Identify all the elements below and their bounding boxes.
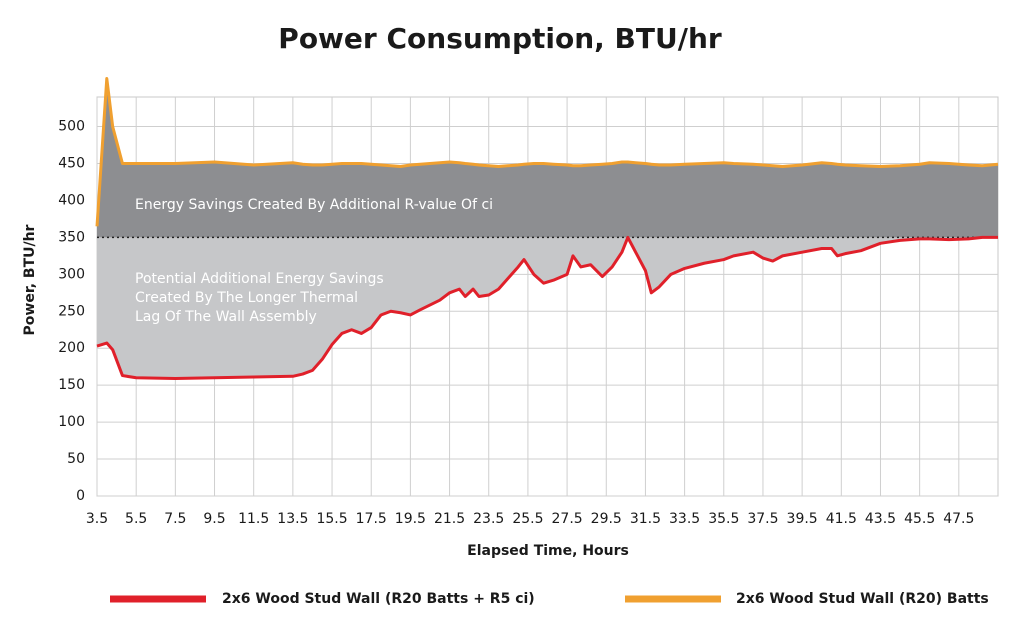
x-tick-label: 25.5 [512,511,543,527]
x-tick-label: 23.5 [473,511,504,527]
y-tick-label: 300 [58,266,85,282]
y-tick-label: 100 [58,414,85,430]
y-tick-label: 0 [76,488,85,504]
x-tick-label: 15.5 [316,511,347,527]
chart-title: Power Consumption, BTU/hr [278,22,722,55]
x-axis-label: Elapsed Time, Hours [467,543,629,559]
x-tick-label: 45.5 [904,511,935,527]
x-tick-label: 37.5 [747,511,778,527]
y-tick-label: 500 [58,119,85,135]
x-tick-label: 5.5 [125,511,147,527]
x-tick-label: 9.5 [203,511,225,527]
y-tick-label: 200 [58,340,85,356]
x-tick-label: 13.5 [277,511,308,527]
x-tick-label: 39.5 [787,511,818,527]
y-tick-label: 450 [58,156,85,172]
annotation: Lag Of The Wall Assembly [135,309,317,325]
y-axis-label: Power, BTU/hr [22,224,38,335]
x-tick-label: 31.5 [630,511,661,527]
x-tick-label: 29.5 [591,511,622,527]
legend-label: 2x6 Wood Stud Wall (R20) Batts [736,591,989,607]
x-tick-label: 43.5 [865,511,896,527]
x-tick-label: 41.5 [826,511,857,527]
x-tick-label: 47.5 [943,511,974,527]
x-tick-label: 21.5 [434,511,465,527]
annotation: Created By The Longer Thermal [135,290,358,306]
series-line [95,77,999,227]
y-tick-label: 400 [58,192,85,208]
annotation: Potential Additional Energy Savings [135,271,384,287]
y-tick-label: 350 [58,229,85,245]
series-line [96,235,998,381]
x-tick-label: 7.5 [164,511,186,527]
savings-area [97,237,998,379]
y-tick-label: 150 [58,377,85,393]
x-tick-label: 19.5 [395,511,426,527]
annotation: Energy Savings Created By Additional R-v… [135,197,493,213]
x-tick-label: 11.5 [238,511,269,527]
x-tick-label: 35.5 [708,511,739,527]
x-tick-label: 17.5 [356,511,387,527]
y-tick-label: 50 [67,451,85,467]
x-tick-label: 33.5 [669,511,700,527]
savings-area [97,78,998,238]
x-tick-label: 27.5 [552,511,583,527]
legend-label: 2x6 Wood Stud Wall (R20 Batts + R5 ci) [222,591,535,607]
y-tick-label: 250 [58,303,85,319]
x-tick-label: 3.5 [86,511,108,527]
